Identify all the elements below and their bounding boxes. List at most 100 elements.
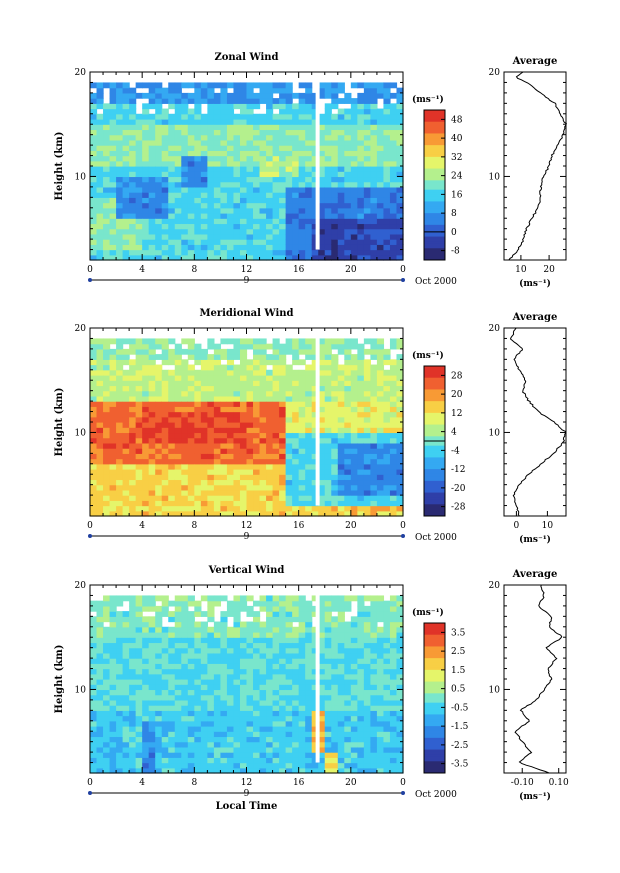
heatmap-cell (318, 621, 326, 628)
heatmap-cell (344, 595, 352, 602)
heatmap-cell (135, 432, 143, 439)
heatmap-cell (226, 726, 235, 732)
heatmap-cell (344, 458, 352, 465)
heatmap-cell (207, 176, 215, 183)
heatmap-cell (337, 411, 345, 418)
heatmap-cell (246, 87, 254, 94)
heatmap-cell (331, 380, 339, 387)
heatmap-cell (363, 233, 371, 240)
heatmap-cell (155, 390, 163, 397)
heatmap-cell (174, 119, 182, 125)
heatmap-cell (168, 694, 176, 701)
colorbar-segment (424, 170, 445, 174)
colorbar-segment (424, 152, 445, 156)
heatmap-cell (305, 249, 313, 256)
heatmap-cell (350, 113, 358, 120)
heatmap-cell (161, 176, 169, 183)
heatmap-cell (389, 505, 398, 512)
heatmap-cell (239, 684, 248, 691)
panel-title: Zonal Wind (214, 52, 278, 63)
heatmap-cell (174, 736, 182, 743)
heatmap-cell (116, 92, 124, 99)
heatmap-cell (103, 463, 111, 470)
heatmap-cell (187, 108, 195, 115)
heatmap-cell (259, 134, 267, 141)
colorbar-segment (424, 128, 445, 132)
heatmap-cell (324, 510, 332, 517)
heatmap-cell (96, 207, 104, 214)
x-tick-label: 4 (139, 521, 145, 531)
heatmap-cell (344, 720, 352, 727)
heatmap-cell (389, 82, 398, 89)
heatmap-cell (181, 202, 189, 209)
heatmap-cell (187, 207, 195, 214)
heatmap-cell (142, 442, 150, 449)
heatmap-cell (389, 129, 398, 136)
heatmap-cell (220, 448, 228, 454)
heatmap-cell (370, 181, 378, 188)
heatmap-cell (292, 369, 300, 376)
heatmap-cell (285, 181, 293, 188)
heatmap-cell (318, 354, 326, 360)
heatmap-cell (331, 103, 339, 110)
heatmap-cell (350, 124, 358, 131)
heatmap-cell (272, 767, 280, 774)
heatmap-cell (135, 505, 143, 512)
heatmap-cell (122, 621, 130, 628)
heatmap-cell (103, 752, 111, 758)
heatmap-cell (396, 474, 404, 481)
heatmap-cell (305, 668, 313, 675)
heatmap-cell (285, 684, 293, 691)
heatmap-cell (350, 746, 358, 753)
heatmap-cell (161, 422, 169, 428)
heatmap-cell (168, 757, 176, 764)
heatmap-cell (272, 139, 280, 146)
heatmap-cell (311, 218, 319, 225)
heatmap-cell (155, 673, 163, 680)
heatmap-cell (292, 411, 300, 418)
colorbar-tick-label: 24 (451, 172, 463, 182)
heatmap-cell (135, 705, 143, 711)
heatmap-cell (187, 484, 195, 491)
colorbar-segment (424, 201, 445, 205)
heatmap-cell (233, 705, 241, 711)
heatmap-cell (135, 411, 143, 418)
heatmap-cell (207, 87, 215, 94)
heatmap-cell (305, 155, 313, 162)
heatmap-cell (246, 458, 254, 465)
heatmap-cell (266, 401, 274, 407)
heatmap-cell (350, 380, 358, 387)
heatmap-cell (305, 621, 313, 628)
heatmap-cell (213, 632, 222, 638)
heatmap-cell (226, 416, 235, 423)
heatmap-cell (168, 746, 176, 753)
heatmap-cell (305, 92, 313, 99)
heatmap-cell (168, 385, 176, 392)
heatmap-cell (96, 103, 104, 110)
heatmap-cell (200, 416, 208, 423)
heatmap-cell (331, 129, 339, 136)
heatmap-cell (311, 595, 319, 602)
heatmap-cell (155, 437, 163, 444)
heatmap-cell (129, 595, 137, 602)
heatmap-cell (155, 239, 163, 245)
heatmap-cell (122, 626, 130, 633)
heatmap-cell (96, 134, 104, 141)
colorbar-segment (424, 117, 445, 120)
heatmap (90, 333, 404, 517)
y-tick-label: 20 (75, 68, 87, 78)
heatmap-cell (90, 726, 98, 732)
heatmap-cell (200, 715, 208, 722)
heatmap-cell (155, 684, 163, 691)
heatmap-cell (116, 249, 124, 256)
heatmap-cell (311, 197, 319, 204)
heatmap-cell (135, 699, 143, 706)
heatmap-cell (292, 395, 300, 402)
heatmap-cell (253, 171, 261, 178)
heatmap-cell (331, 752, 339, 758)
heatmap-cell (194, 632, 202, 638)
heatmap-cell (200, 192, 208, 198)
heatmap-cell (337, 741, 345, 748)
heatmap-cell (103, 385, 111, 392)
colorbar-segment (424, 175, 445, 179)
